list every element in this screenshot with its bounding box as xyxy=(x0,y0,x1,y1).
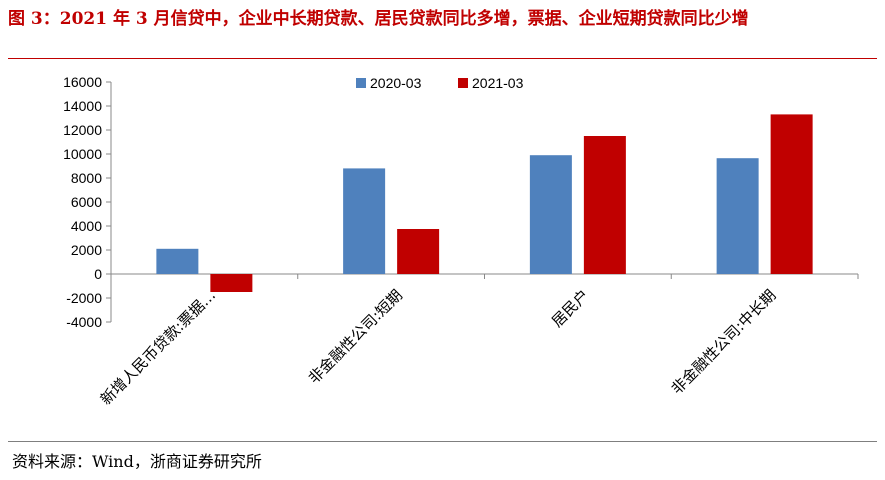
y-tick-label: 6000 xyxy=(71,194,102,210)
y-tick-label: 16000 xyxy=(63,74,102,90)
y-tick-label: 2000 xyxy=(71,242,102,258)
bar-2020-03-2 xyxy=(529,155,572,274)
figure-title: 图 3：2021 年 3 月信贷中，企业中长期贷款、居民贷款同比多增，票据、企业… xyxy=(8,9,749,29)
legend-swatch xyxy=(458,78,468,88)
x-category-label: 非金融性公司:短期 xyxy=(305,286,406,387)
bar-2020-03-3 xyxy=(716,158,759,274)
bar-chart: -4000 -2000 0 2000 4000 6000 8000 10000 12000 140… xyxy=(63,74,859,408)
source-note: 资料来源：Wind，浙商证券研究所 xyxy=(12,452,262,471)
y-tick-label: -4000 xyxy=(66,314,102,330)
title-rule xyxy=(8,58,877,59)
y-tick-label: 8000 xyxy=(71,170,102,186)
y-tick-label: 4000 xyxy=(71,218,102,234)
y-tick-label: 10000 xyxy=(63,146,102,162)
y-tick-label: 0 xyxy=(94,266,102,282)
bar-2021-03-2 xyxy=(583,136,626,274)
x-category-label: 非金融性公司:中长期 xyxy=(668,286,780,398)
x-category-label: 新增人民币贷款:票据… xyxy=(97,286,219,408)
x-category-label: 居民户 xyxy=(548,286,593,331)
y-tick-label: 14000 xyxy=(63,98,102,114)
bar-2020-03-0 xyxy=(156,248,199,274)
y-tick-label: 12000 xyxy=(63,122,102,138)
bar-2021-03-3 xyxy=(770,114,813,275)
legend-label: 2021-03 xyxy=(472,75,524,91)
bar-2021-03-1 xyxy=(397,229,440,274)
source-rule xyxy=(8,441,877,442)
bar-2021-03-0 xyxy=(210,274,253,292)
legend-label: 2020-03 xyxy=(370,75,422,91)
legend-swatch xyxy=(356,78,366,88)
y-tick-label: -2000 xyxy=(66,290,102,306)
bar-2020-03-1 xyxy=(343,168,386,274)
